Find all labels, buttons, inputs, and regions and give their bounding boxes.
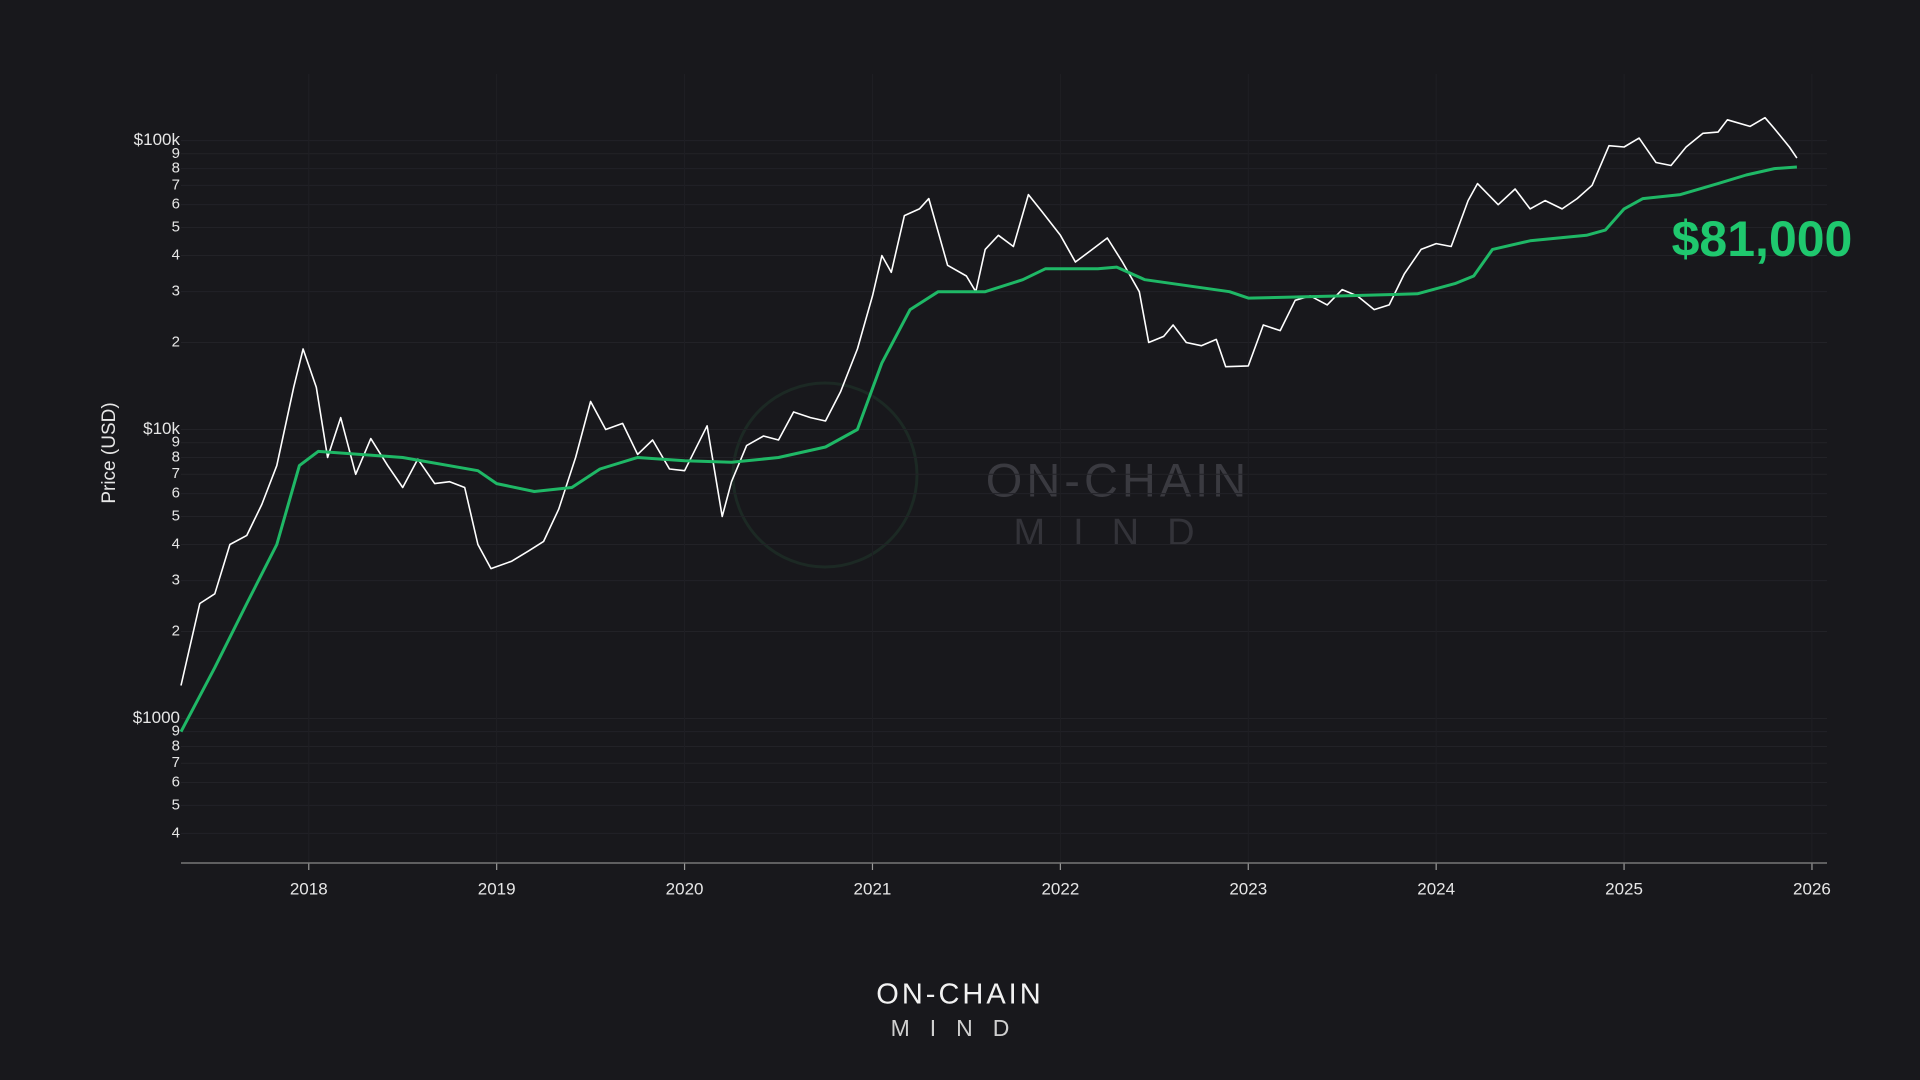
y-tick-label: 9 [172, 434, 180, 451]
footer-title: ON-CHAIN [876, 979, 1043, 1011]
x-tick-label: 2026 [1793, 879, 1831, 898]
y-tick-label: 6 [172, 774, 180, 791]
x-tick-label: 2025 [1605, 879, 1643, 898]
x-tick-label: 2021 [854, 879, 892, 898]
y-tick-label: 2 [172, 622, 180, 639]
y-tick-label: 9 [172, 145, 180, 162]
y-tick-label: $100k [134, 130, 181, 149]
y-tick-label: 3 [172, 572, 180, 589]
y-tick-label: 5 [172, 219, 180, 236]
y-tick-label: 9 [172, 723, 180, 740]
x-tick-label: 2018 [290, 879, 328, 898]
y-tick-label: 7 [172, 465, 180, 482]
y-tick-label: 4 [172, 247, 180, 264]
grid [181, 74, 1827, 863]
y-tick-label: 8 [172, 160, 180, 177]
x-tick-label: 2020 [666, 879, 704, 898]
series-line [180, 116, 1798, 686]
x-tick-label: 2023 [1229, 879, 1267, 898]
y-tick-label: 8 [172, 737, 180, 754]
x-tick-label: 2019 [478, 879, 516, 898]
axes: 456789$100023456789$10k23456789$100k2018… [133, 130, 1831, 898]
y-tick-label: $1000 [133, 708, 180, 727]
y-tick-label: 6 [172, 196, 180, 213]
y-tick-label: 5 [172, 796, 180, 813]
annotation: $81,000 [1672, 211, 1853, 267]
watermark-title: ON-CHAIN [986, 453, 1250, 506]
lines [179, 116, 1798, 733]
y-tick-label: 3 [172, 283, 180, 300]
y-tick-label: 7 [172, 176, 180, 193]
watermark-subtitle: MIND [1013, 512, 1222, 554]
y-tick-label: $10k [143, 419, 180, 438]
watermark-icon [731, 381, 919, 569]
x-tick-label: 2022 [1041, 879, 1079, 898]
y-tick-label: 4 [172, 535, 180, 552]
y-tick-label: 5 [172, 507, 180, 524]
y-tick-label: 4 [172, 824, 180, 841]
series-line [179, 165, 1798, 733]
y-axis-label: Price (USD) [99, 402, 120, 503]
y-tick-label: 7 [172, 754, 180, 771]
y-tick-label: 6 [172, 485, 180, 502]
footer-subtitle: MIND [891, 1015, 1030, 1041]
watermark: ON-CHAIN MIND [731, 381, 1250, 569]
y-tick-label: 2 [172, 334, 180, 351]
y-tick-label: 8 [172, 448, 180, 465]
x-tick-label: 2024 [1417, 879, 1455, 898]
